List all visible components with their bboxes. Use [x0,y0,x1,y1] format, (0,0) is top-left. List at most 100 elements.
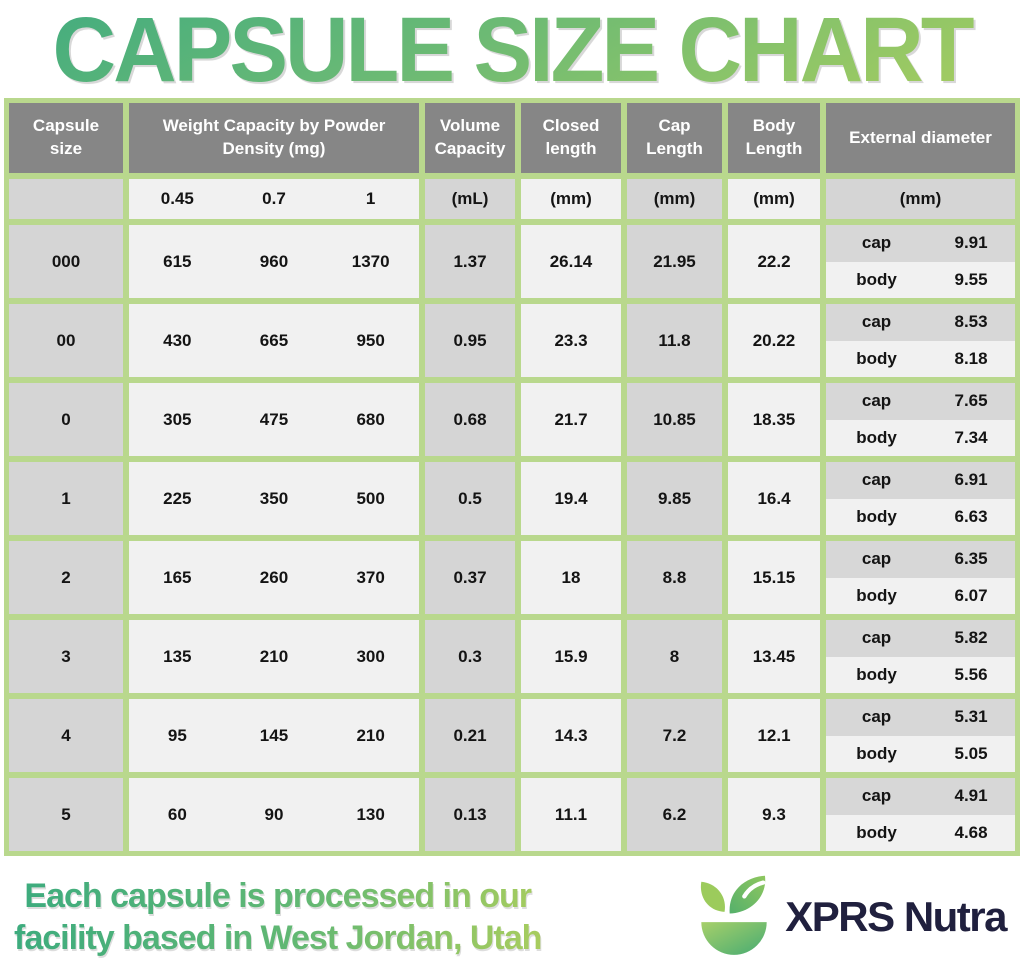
external-body-row: body 7.34 [826,419,1015,456]
cell-weight-values: 225 350 500 [129,462,419,535]
external-cap-value: 4.91 [954,786,988,806]
cell-cap-length: 11.8 [627,304,722,377]
cell-weight-values: 135 210 300 [129,620,419,693]
weight-value: 130 [356,804,385,824]
external-cap-value: 9.91 [954,233,988,253]
cell-weight-values: 95 145 210 [129,699,419,772]
cell-body-length: 20.22 [728,304,820,377]
external-cap-row: cap 5.31 [826,699,1015,736]
cell-body-length: 12.1 [728,699,820,772]
cell-cap-length: 10.85 [627,383,722,456]
weight-value: 680 [356,409,385,429]
weight-value: 1370 [351,251,390,271]
cell-body-length: 18.35 [728,383,820,456]
cell-closed-length: 11.1 [521,778,621,851]
weight-value: 500 [356,488,385,508]
external-body-row: body 5.05 [826,735,1015,772]
units-volume: (mL) [425,179,515,219]
weight-value: 430 [163,330,192,350]
external-cap-value: 6.35 [954,549,988,569]
cell-volume: 0.68 [425,383,515,456]
cell-cap-length: 9.85 [627,462,722,535]
external-body-value: 6.07 [954,585,988,605]
tagline: Each capsule is processed in our facilit… [14,875,541,960]
external-body-row: body 6.07 [826,577,1015,614]
cell-body-length: 9.3 [728,778,820,851]
cell-closed-length: 19.4 [521,462,621,535]
header-capsule-size: Capsule size [9,103,123,173]
units-closed: (mm) [521,179,621,219]
cell-volume: 0.5 [425,462,515,535]
cell-cap-length: 21.95 [627,225,722,298]
external-body-value: 5.56 [954,664,988,684]
weight-value: 665 [259,330,289,350]
external-body-row: body 4.68 [826,814,1015,851]
units-body: (mm) [728,179,820,219]
tagline-line-1: Each capsule is processed in our [24,876,531,915]
header-closed-length: Closed length [521,103,621,173]
weight-value: 615 [163,251,192,271]
external-body-value: 6.63 [954,506,988,526]
weight-value: 135 [163,646,192,666]
external-body-row: body 9.55 [826,261,1015,298]
weight-value: 300 [356,646,385,666]
weight-value: 90 [264,804,284,824]
weight-value: 960 [259,251,289,271]
units-density-values: 0.45 0.7 1 [129,179,419,219]
cell-body-length: 16.4 [728,462,820,535]
cell-capsule-size: 0 [9,383,123,456]
external-body-value: 4.68 [954,822,988,842]
weight-value: 370 [356,567,385,587]
weight-value: 475 [259,409,289,429]
density-value: 1 [365,189,376,208]
external-cap-row: cap 4.91 [826,778,1015,815]
brand-logo: XPRS Nutra [691,874,1007,960]
cell-capsule-size: 2 [9,541,123,614]
header-weight-capacity: Weight Capacity by Powder Density (mg) [129,103,419,173]
external-body-value: 7.34 [954,427,988,447]
header-cap-length: Cap Length [627,103,722,173]
footer: Each capsule is processed in our facilit… [0,874,1024,960]
header-external-diameter: External diameter [826,103,1015,173]
external-cap-row: cap 6.35 [826,541,1015,578]
cell-capsule-size: 5 [9,778,123,851]
weight-value: 225 [163,488,192,508]
cell-capsule-size: 00 [9,304,123,377]
external-cap-label: cap [861,786,892,806]
density-value: 0.45 [160,189,194,208]
weight-value: 210 [356,725,385,745]
external-body-label: body [856,427,897,447]
cell-closed-length: 15.9 [521,620,621,693]
external-cap-label: cap [861,707,892,727]
cell-weight-values: 60 90 130 [129,778,419,851]
external-body-label: body [856,822,897,842]
weight-value: 260 [259,567,289,587]
external-cap-row: cap 8.53 [826,304,1015,341]
cell-external-diameter: cap 4.91 body 4.68 [826,778,1015,851]
weight-value: 165 [163,567,192,587]
external-body-label: body [856,269,897,289]
cell-volume: 0.21 [425,699,515,772]
units-cap: (mm) [627,179,722,219]
cell-weight-values: 430 665 950 [129,304,419,377]
external-cap-label: cap [861,233,892,253]
weight-value: 60 [167,804,187,824]
capsule-size-table: Capsule size Weight Capacity by Powder D… [4,98,1020,856]
cell-weight-values: 305 475 680 [129,383,419,456]
weight-value: 350 [259,488,289,508]
cell-volume: 0.37 [425,541,515,614]
cell-weight-values: 165 260 370 [129,541,419,614]
cell-capsule-size: 4 [9,699,123,772]
cell-cap-length: 6.2 [627,778,722,851]
external-body-row: body 8.18 [826,340,1015,377]
cell-cap-length: 8 [627,620,722,693]
external-cap-label: cap [861,549,892,569]
external-body-value: 8.18 [954,348,988,368]
cell-closed-length: 14.3 [521,699,621,772]
cell-capsule-size: 1 [9,462,123,535]
cell-volume: 0.3 [425,620,515,693]
plant-bowl-icon [701,875,767,955]
cell-volume: 1.37 [425,225,515,298]
cell-external-diameter: cap 5.31 body 5.05 [826,699,1015,772]
